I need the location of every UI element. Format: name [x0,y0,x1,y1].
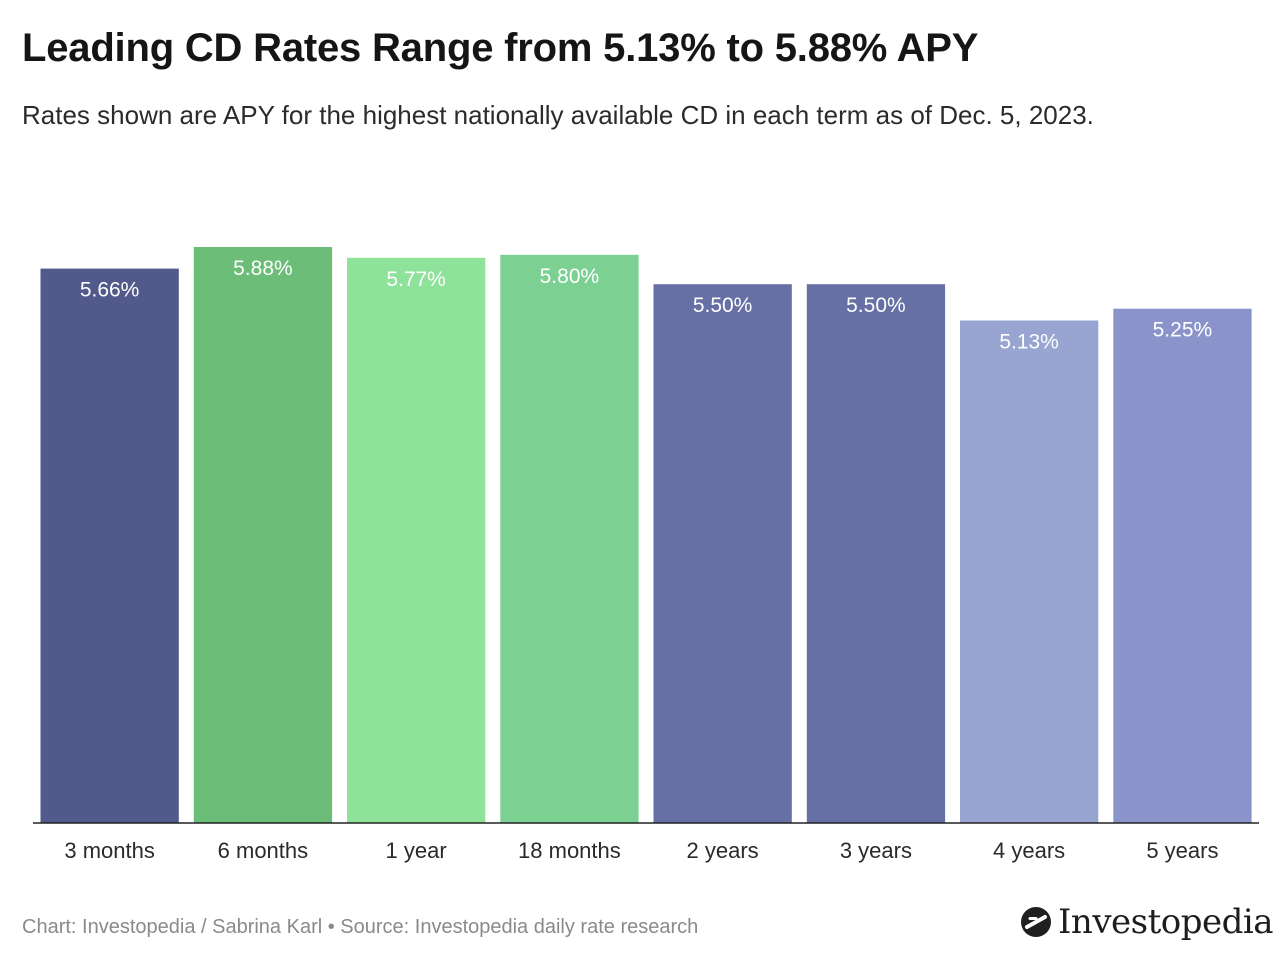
x-tick-label: 3 years [840,838,912,863]
x-axis-tick-labels: 3 months 6 months 1 year 18 months 2 years 3 … [64,838,1218,863]
value-labels-group: 5.66% 5.88% 5.77% 5.80% 5.50% 5.50% 5.13% 5.25% [80,257,1212,354]
bar-4-years [960,320,1099,823]
bar-value-label: 5.13% [999,331,1059,354]
bar-1-year [347,257,486,823]
investopedia-logo: Investopedia [1020,900,1274,944]
bar-value-label: 5.80% [540,265,600,288]
x-tick-label: 6 months [218,838,309,863]
x-tick-label: 3 months [64,838,155,863]
bar-3-months [40,268,179,824]
bar-5-years [1113,308,1252,823]
bar-18-months [500,254,639,824]
bar-value-label: 5.88% [233,257,293,280]
bar-chart: 5.66% 5.88% 5.77% 5.80% 5.50% 5.50% 5.13% 5.25%… [33,247,1259,863]
bar-2-years [653,284,792,823]
bars-group [40,247,1252,824]
bar-3-years [806,284,946,823]
x-tick-label: 4 years [993,838,1065,863]
bar-6-months [193,247,333,823]
x-tick-label: 1 year [386,838,447,863]
bar-value-label: 5.50% [693,294,753,317]
brand-name: Investopedia [1058,902,1274,942]
bar-value-label: 5.50% [846,294,906,317]
chart-source-credit: Chart: Investopedia / Sabrina Karl • Sou… [22,916,699,938]
bar-value-label: 5.25% [1153,319,1213,342]
bar-value-label: 5.66% [80,279,140,302]
x-tick-label: 2 years [687,838,759,863]
bar-value-label: 5.77% [386,268,446,291]
x-tick-label: 18 months [518,838,621,863]
chart-title: Leading CD Rates Range from 5.13% to 5.8… [22,26,979,70]
chart-subtitle: Rates shown are APY for the highest nati… [22,100,1094,130]
investopedia-logo-icon [1021,907,1051,937]
x-tick-label: 5 years [1146,838,1218,863]
